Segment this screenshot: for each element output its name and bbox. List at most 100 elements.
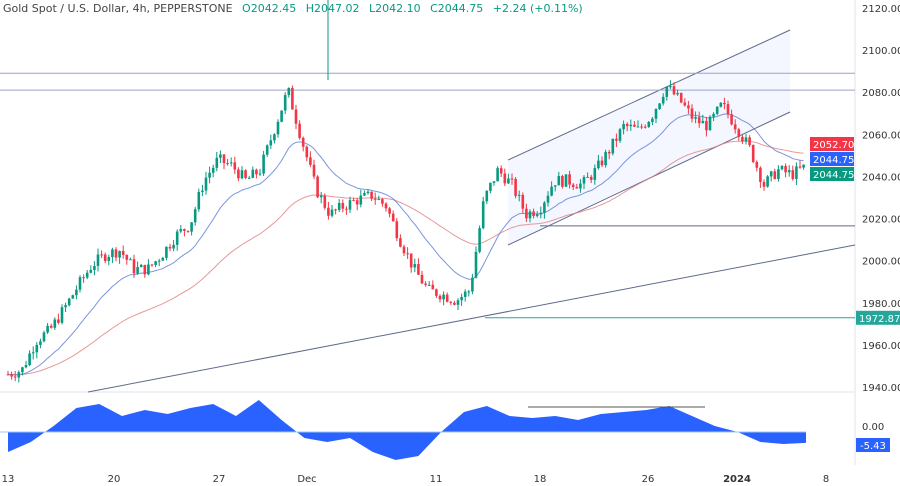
- candle: [262, 154, 265, 174]
- candle: [777, 169, 780, 179]
- candle: [442, 294, 445, 300]
- candle: [244, 170, 247, 178]
- candle: [463, 291, 467, 297]
- candle: [748, 137, 751, 146]
- candle: [445, 294, 449, 302]
- candle: [517, 194, 521, 196]
- candle: [651, 118, 654, 123]
- channel-fill: [508, 30, 790, 245]
- candle: [780, 166, 784, 170]
- candle: [568, 174, 571, 185]
- candle: [481, 201, 485, 229]
- x-tick-label: 13: [2, 474, 15, 485]
- candle: [226, 163, 229, 165]
- candle: [453, 302, 456, 305]
- candle: [492, 181, 496, 183]
- y-tick-label: 2000.00: [862, 257, 900, 268]
- low-value: L2042.10: [368, 2, 421, 15]
- symbol-title[interactable]: Gold Spot / U.S. Dollar, 4h, PEPPERSTONE: [3, 2, 233, 15]
- price-tag-label: 2052.70: [813, 140, 854, 151]
- y-tick-label: 2060.00: [862, 130, 900, 141]
- candle: [708, 116, 712, 131]
- candle: [579, 183, 582, 189]
- oscillator-value-label: -5.43: [860, 441, 886, 452]
- candle: [125, 255, 129, 260]
- candle: [647, 122, 651, 127]
- candle: [363, 193, 366, 196]
- candle: [575, 187, 579, 189]
- candle: [402, 246, 406, 254]
- candle: [557, 175, 561, 186]
- candle: [733, 124, 737, 130]
- candle: [399, 238, 402, 247]
- candle: [690, 108, 694, 119]
- candle: [341, 202, 345, 209]
- candle: [586, 176, 589, 178]
- candle: [31, 352, 35, 354]
- candle: [186, 230, 190, 232]
- candle: [503, 173, 507, 184]
- candle: [57, 319, 60, 323]
- y-tick-label: 2040.00: [862, 172, 900, 183]
- candle: [456, 300, 460, 305]
- candle: [496, 168, 499, 182]
- candle: [467, 291, 471, 293]
- candle: [359, 195, 363, 205]
- candle: [222, 154, 226, 164]
- candle: [345, 208, 348, 210]
- x-tick-label: 20: [108, 474, 121, 485]
- candle: [13, 376, 17, 378]
- candle: [183, 229, 186, 231]
- candle: [741, 136, 744, 142]
- candle: [215, 157, 219, 168]
- candle: [78, 277, 82, 290]
- candle: [744, 137, 748, 142]
- high-value: H2047.02: [305, 2, 360, 15]
- candle: [737, 129, 741, 137]
- candle: [593, 168, 597, 180]
- candle: [82, 277, 85, 279]
- candle: [334, 209, 337, 211]
- slow-moving-average: [7, 140, 804, 376]
- open-value: O2042.45: [242, 2, 297, 15]
- candle: [355, 200, 359, 205]
- candle: [791, 170, 795, 179]
- candle: [600, 160, 604, 166]
- candle: [129, 259, 132, 261]
- candle: [532, 211, 535, 217]
- candle: [100, 254, 103, 256]
- candle: [316, 176, 319, 198]
- candle: [46, 325, 49, 333]
- candle: [798, 166, 802, 168]
- candle: [85, 272, 89, 278]
- candle: [719, 102, 723, 107]
- change-value: +2.24 (+0.11%): [492, 2, 583, 15]
- candle: [697, 117, 701, 124]
- candle: [712, 113, 715, 117]
- candle: [435, 289, 438, 296]
- candle: [276, 121, 280, 135]
- candle: [204, 177, 208, 191]
- price-tag-label: 1972.87: [859, 314, 900, 325]
- candle: [381, 199, 384, 204]
- candle: [258, 173, 262, 175]
- candle: [564, 174, 568, 187]
- candle: [111, 249, 114, 258]
- candle: [611, 138, 615, 154]
- candle: [489, 182, 492, 191]
- candle: [766, 176, 769, 187]
- candle: [802, 164, 805, 168]
- candle: [661, 96, 665, 104]
- candle: [312, 164, 316, 177]
- candle: [773, 171, 777, 179]
- x-tick-label: 27: [213, 474, 226, 485]
- candle: [431, 284, 435, 290]
- candle: [553, 185, 557, 187]
- candle: [625, 123, 629, 127]
- candle: [687, 105, 690, 109]
- candle: [762, 181, 766, 187]
- candle: [319, 195, 323, 198]
- candle: [64, 305, 67, 308]
- y-tick-label: 1940.00: [862, 383, 900, 394]
